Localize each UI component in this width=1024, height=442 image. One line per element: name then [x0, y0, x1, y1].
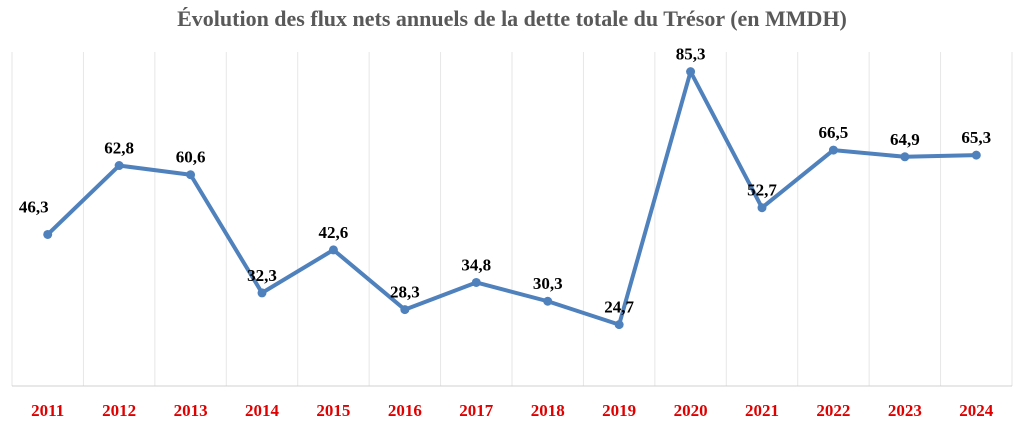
- x-tick-label-2015: 2015: [316, 401, 350, 420]
- data-label-2015: 42,6: [319, 223, 349, 242]
- data-point-2014: [257, 288, 267, 298]
- x-tick-label-2017: 2017: [459, 401, 494, 420]
- x-tick-label-2019: 2019: [602, 401, 636, 420]
- data-point-2017: [471, 277, 481, 287]
- data-point-2022: [828, 145, 838, 155]
- data-point-2011: [43, 229, 53, 239]
- series-line: [45, 69, 979, 327]
- x-tick-label-2018: 2018: [531, 401, 565, 420]
- data-point-2015: [328, 245, 338, 255]
- series-points: [43, 67, 981, 330]
- x-tick-label-2016: 2016: [388, 401, 422, 420]
- data-label-2016: 28,3: [390, 283, 420, 302]
- data-label-2014: 32,3: [247, 266, 277, 285]
- data-point-2016: [400, 305, 410, 315]
- data-point-2021: [757, 203, 767, 213]
- x-tick-labels: 2011 2012 2013 2014 2015 2016 2017 2018 2019 2020…: [31, 401, 994, 420]
- x-tick-label-2021: 2021: [745, 401, 779, 420]
- data-point-2019: [614, 320, 624, 330]
- data-point-2023: [900, 152, 910, 162]
- data-point-2013: [186, 170, 196, 180]
- data-label-2019: 24,7: [604, 298, 634, 317]
- data-point-2018: [543, 296, 553, 306]
- x-tick-label-2023: 2023: [888, 401, 922, 420]
- data-label-2023: 64,9: [890, 130, 920, 149]
- chart-title: Évolution des flux nets annuels de la de…: [177, 6, 847, 31]
- data-label-2024: 65,3: [961, 128, 991, 147]
- data-label-2018: 30,3: [533, 274, 563, 293]
- data-label-2022: 66,5: [819, 123, 849, 142]
- data-point-2024: [971, 150, 981, 160]
- x-tick-label-2024: 2024: [959, 401, 994, 420]
- x-tick-label-2011: 2011: [31, 401, 64, 420]
- x-tick-label-2013: 2013: [174, 401, 208, 420]
- data-label-2021: 52,7: [747, 181, 777, 200]
- data-label-2020: 85,3: [676, 45, 706, 64]
- data-label-2013: 60,6: [176, 148, 206, 167]
- gridlines: [11, 52, 1013, 386]
- x-tick-label-2020: 2020: [674, 401, 708, 420]
- data-point-2020: [686, 67, 696, 77]
- series-polyline: [45, 69, 979, 327]
- data-label-2011: 46,3: [19, 197, 49, 216]
- data-labels: 46,3 62,8 60,6 32,3 42,6 28,3 34,8 30,3 24,7 85,3…: [19, 45, 991, 317]
- data-label-2017: 34,8: [461, 255, 491, 274]
- data-label-2012: 62,8: [104, 139, 134, 158]
- data-point-2012: [114, 161, 124, 171]
- x-tick-label-2022: 2022: [816, 401, 850, 420]
- x-tick-label-2014: 2014: [245, 401, 280, 420]
- x-tick-label-2012: 2012: [102, 401, 136, 420]
